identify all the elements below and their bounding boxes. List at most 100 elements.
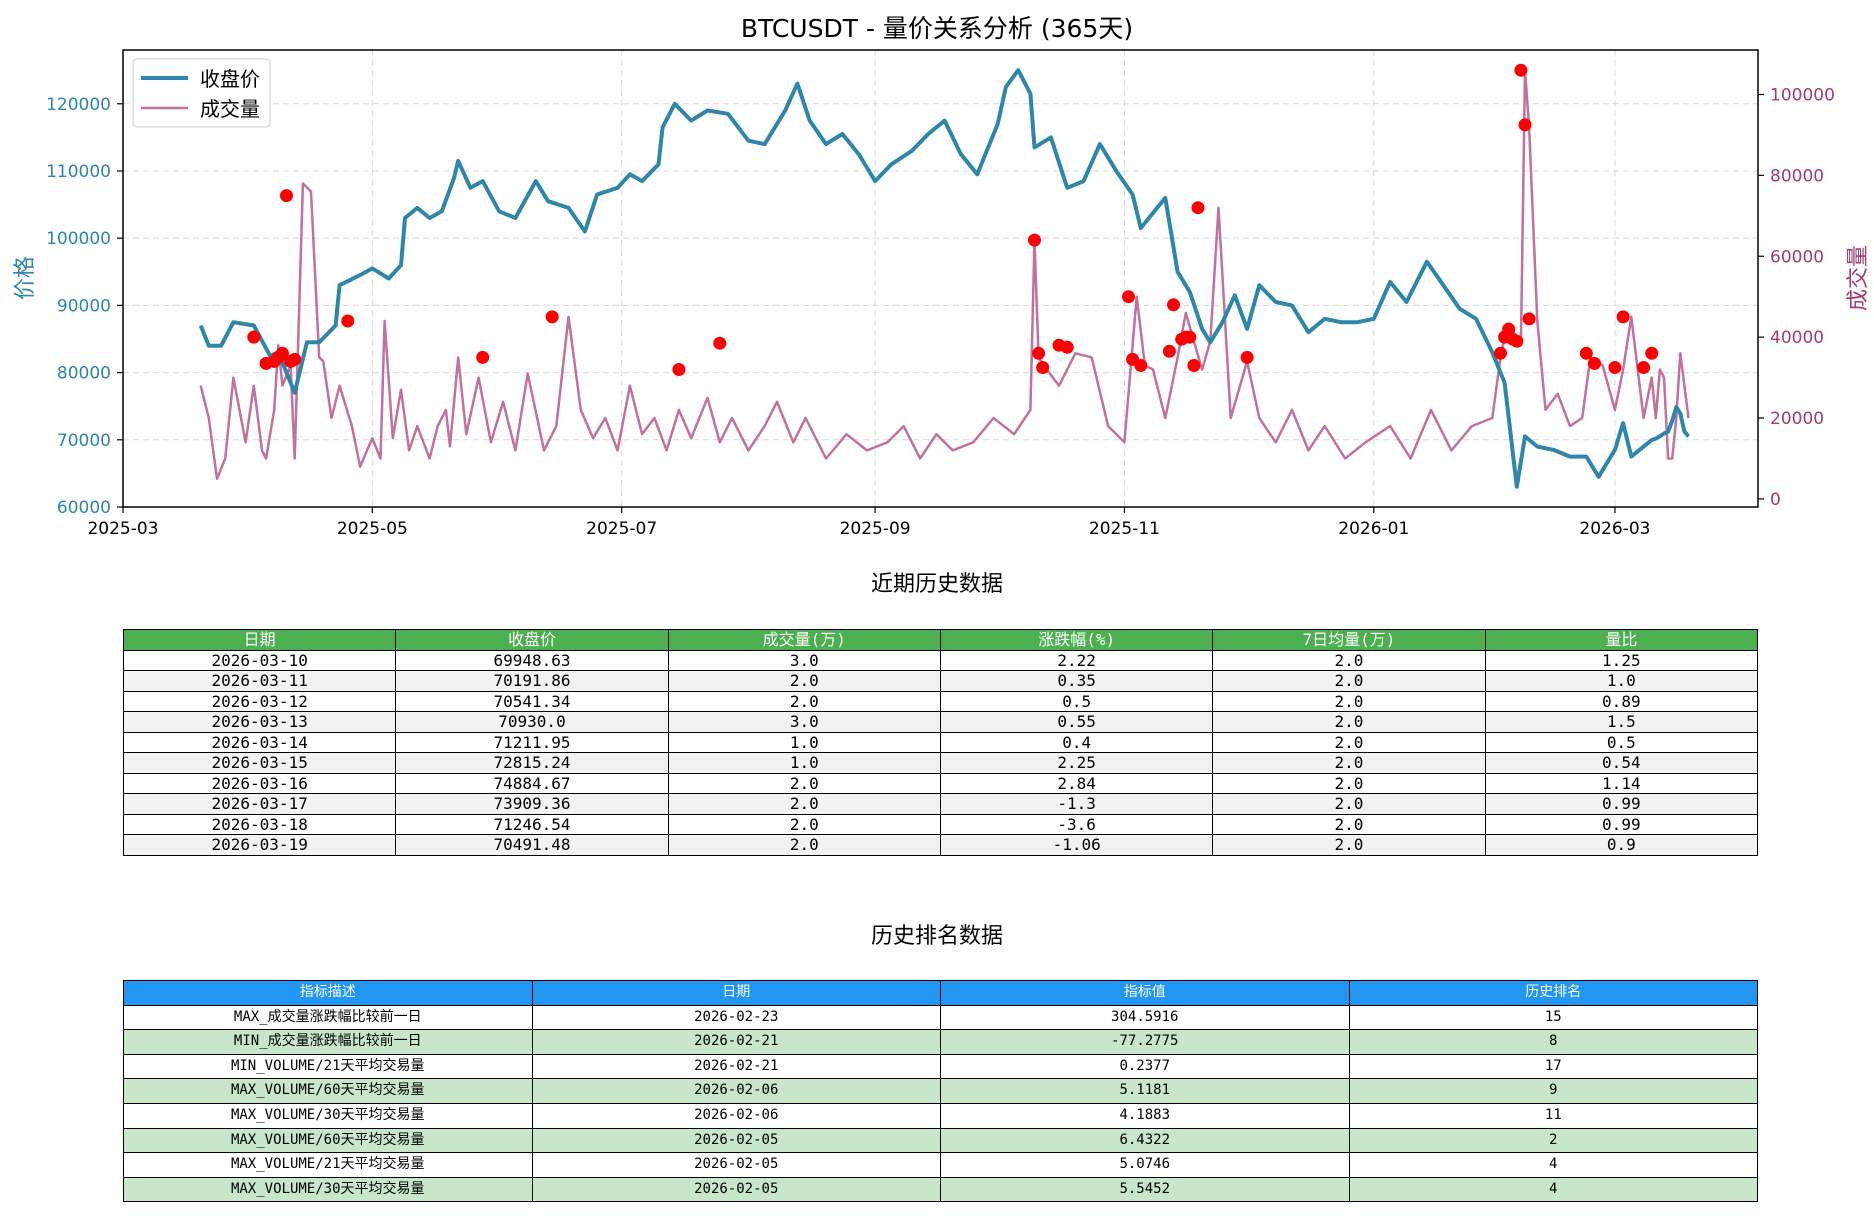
table-cell: 2026-03-12 <box>122 690 397 712</box>
volume-spike-marker <box>1162 344 1176 358</box>
recent-history-table: 日期 收盘价 成交量(万) 涨跌幅(%) 7日均量(万) 量比 2026-03-10 699… <box>122 629 1759 856</box>
table-cell: 2026-03-17 <box>122 793 397 815</box>
table-cell: 2.0 <box>1212 772 1486 794</box>
table-cell: 0.99 <box>1484 813 1759 835</box>
volume-spike-marker <box>1579 346 1593 360</box>
x-tick-label: 2025-07 <box>586 519 657 539</box>
table-row: 2026-03-19 70491.48 2.0 -1.06 2.0 0.9 <box>122 834 1759 856</box>
table-cell: 1.0 <box>1484 670 1759 692</box>
volume-spike-marker <box>1518 118 1532 132</box>
volume-spike-marker <box>1060 340 1074 354</box>
table-cell: 5.0746 <box>940 1152 1350 1178</box>
table-cell: MAX_VOLUME/60天平均交易量 <box>123 1127 533 1154</box>
legend-label-price: 收盘价 <box>200 67 260 91</box>
column-header: 历史排名 <box>1348 980 1758 1006</box>
volume-spike-marker <box>672 363 686 376</box>
x-tick-label: 2025-03 <box>87 519 158 539</box>
volume-spike-marker <box>1522 312 1536 326</box>
table-cell: 5.5452 <box>940 1176 1350 1203</box>
left-tick-label: 120000 <box>46 95 111 115</box>
table-cell: 0.55 <box>939 711 1214 733</box>
left-tick-label: 100000 <box>46 229 111 249</box>
table-cell: 304.5916 <box>940 1004 1350 1031</box>
table-row: MAX_VOLUME/30天平均交易量 2026-02-06 4.1883 11 <box>123 1102 1758 1129</box>
table-cell: 3.0 <box>667 649 941 671</box>
table-cell: 2026-02-05 <box>531 1127 941 1154</box>
table-cell: -1.06 <box>939 834 1214 856</box>
price-volume-chart: BTCUSDT - 量价关系分析 (365天) 2025-03 2025-05 20… <box>13 14 1871 539</box>
volume-spike-marker <box>288 352 302 366</box>
table-cell: 2026-02-21 <box>531 1053 941 1080</box>
volume-spike-marker <box>280 189 293 203</box>
column-header: 成交量(万) <box>667 629 941 651</box>
table-cell: 15 <box>1348 1004 1758 1031</box>
table-cell: 2.0 <box>667 772 941 794</box>
volume-spike-marker <box>1588 356 1601 370</box>
x-tick-label: 2025-09 <box>840 519 911 539</box>
price-series <box>198 68 1691 489</box>
table-cell: 2026-03-11 <box>122 670 397 692</box>
left-tick-label: 80000 <box>57 364 111 384</box>
table-row: MAX_成交量涨跌幅比较前一日 2026-02-23 304.5916 15 <box>123 1004 1758 1031</box>
table-cell: 0.89 <box>1484 690 1759 712</box>
column-header: 指标值 <box>940 980 1350 1006</box>
table-cell: 2.0 <box>1212 670 1486 692</box>
table-cell: 0.54 <box>1484 752 1759 774</box>
volume-spike-marker <box>1187 359 1201 372</box>
table-cell: 2026-03-10 <box>122 649 397 671</box>
volume-spike-marker <box>1240 350 1254 364</box>
table-cell: 1.14 <box>1484 772 1759 794</box>
table-cell: MAX_VOLUME/30天平均交易量 <box>123 1102 533 1129</box>
table-cell: MAX_VOLUME/21天平均交易量 <box>123 1152 533 1178</box>
x-tick-label: 2026-01 <box>1338 519 1409 539</box>
table-cell: 1.5 <box>1484 711 1759 733</box>
history-ranking-table: 指标描述 日期 指标值 历史排名 MAX_成交量涨跌幅比较前一日 2026-02-23 3… <box>123 980 1758 1203</box>
volume-spike-marker <box>1514 63 1528 77</box>
table-cell: 2.0 <box>1212 731 1486 753</box>
table-cell: 2.0 <box>1212 813 1486 835</box>
right-tick-label: 80000 <box>1770 166 1824 186</box>
table-cell: 2026-03-14 <box>122 731 397 753</box>
recent-table-title: 近期历史数据 <box>870 572 1003 597</box>
table-cell: 4 <box>1348 1152 1758 1178</box>
volume-spike-marker <box>545 310 559 324</box>
volume-spike-marker <box>1122 290 1135 304</box>
volume-spike-marker <box>1167 298 1180 312</box>
volume-series <box>199 68 1690 480</box>
volume-spike-marker <box>247 330 261 344</box>
table-cell: MIN_VOLUME/21天平均交易量 <box>123 1053 533 1080</box>
table-cell: 2.0 <box>1212 711 1486 733</box>
table-row: MIN_成交量涨跌幅比较前一日 2026-02-21 -77.2775 8 <box>123 1029 1758 1055</box>
column-header: 指标描述 <box>123 980 533 1006</box>
x-tick-label: 2026-03 <box>1579 519 1650 539</box>
left-tick-label: 110000 <box>46 162 111 182</box>
table-cell: 1.0 <box>667 731 941 753</box>
left-axis-label: 价格 <box>13 256 38 300</box>
legend: 收盘价 成交量 <box>132 58 271 128</box>
table-row: 2026-03-10 69948.63 3.0 2.22 2.0 1.25 <box>122 649 1759 671</box>
table-cell: 2.0 <box>1212 690 1486 712</box>
table-cell: 70930.0 <box>395 711 669 733</box>
volume-spike-marker <box>1191 201 1205 215</box>
plot-frame <box>122 49 1759 508</box>
column-header: 量比 <box>1484 629 1759 651</box>
table-cell: -77.2775 <box>940 1029 1350 1055</box>
volume-spike-marker <box>341 314 355 328</box>
table-cell: 2 <box>1348 1127 1758 1154</box>
table-cell: 2.0 <box>1212 752 1486 774</box>
table-cell: 0.4 <box>939 731 1214 753</box>
table-cell: -3.6 <box>939 813 1214 835</box>
table-cell: 2.22 <box>939 649 1214 671</box>
table-cell: 2.0 <box>667 813 941 835</box>
volume-spike-marker <box>1036 361 1050 374</box>
table-header-row: 指标描述 日期 指标值 历史排名 <box>123 980 1758 1006</box>
table-cell: 0.5 <box>939 690 1214 712</box>
price-line <box>198 68 1691 489</box>
table-cell: -1.3 <box>939 793 1214 815</box>
volume-spike-marker <box>476 350 490 364</box>
table-cell: 2.0 <box>667 793 941 815</box>
table-cell: 3.0 <box>667 711 941 733</box>
column-header: 7日均量(万) <box>1212 629 1486 651</box>
table-cell: 2026-03-19 <box>122 834 397 856</box>
axes: 2025-03 2025-05 2025-07 2025-09 2025-11 2026-… <box>46 85 1835 539</box>
